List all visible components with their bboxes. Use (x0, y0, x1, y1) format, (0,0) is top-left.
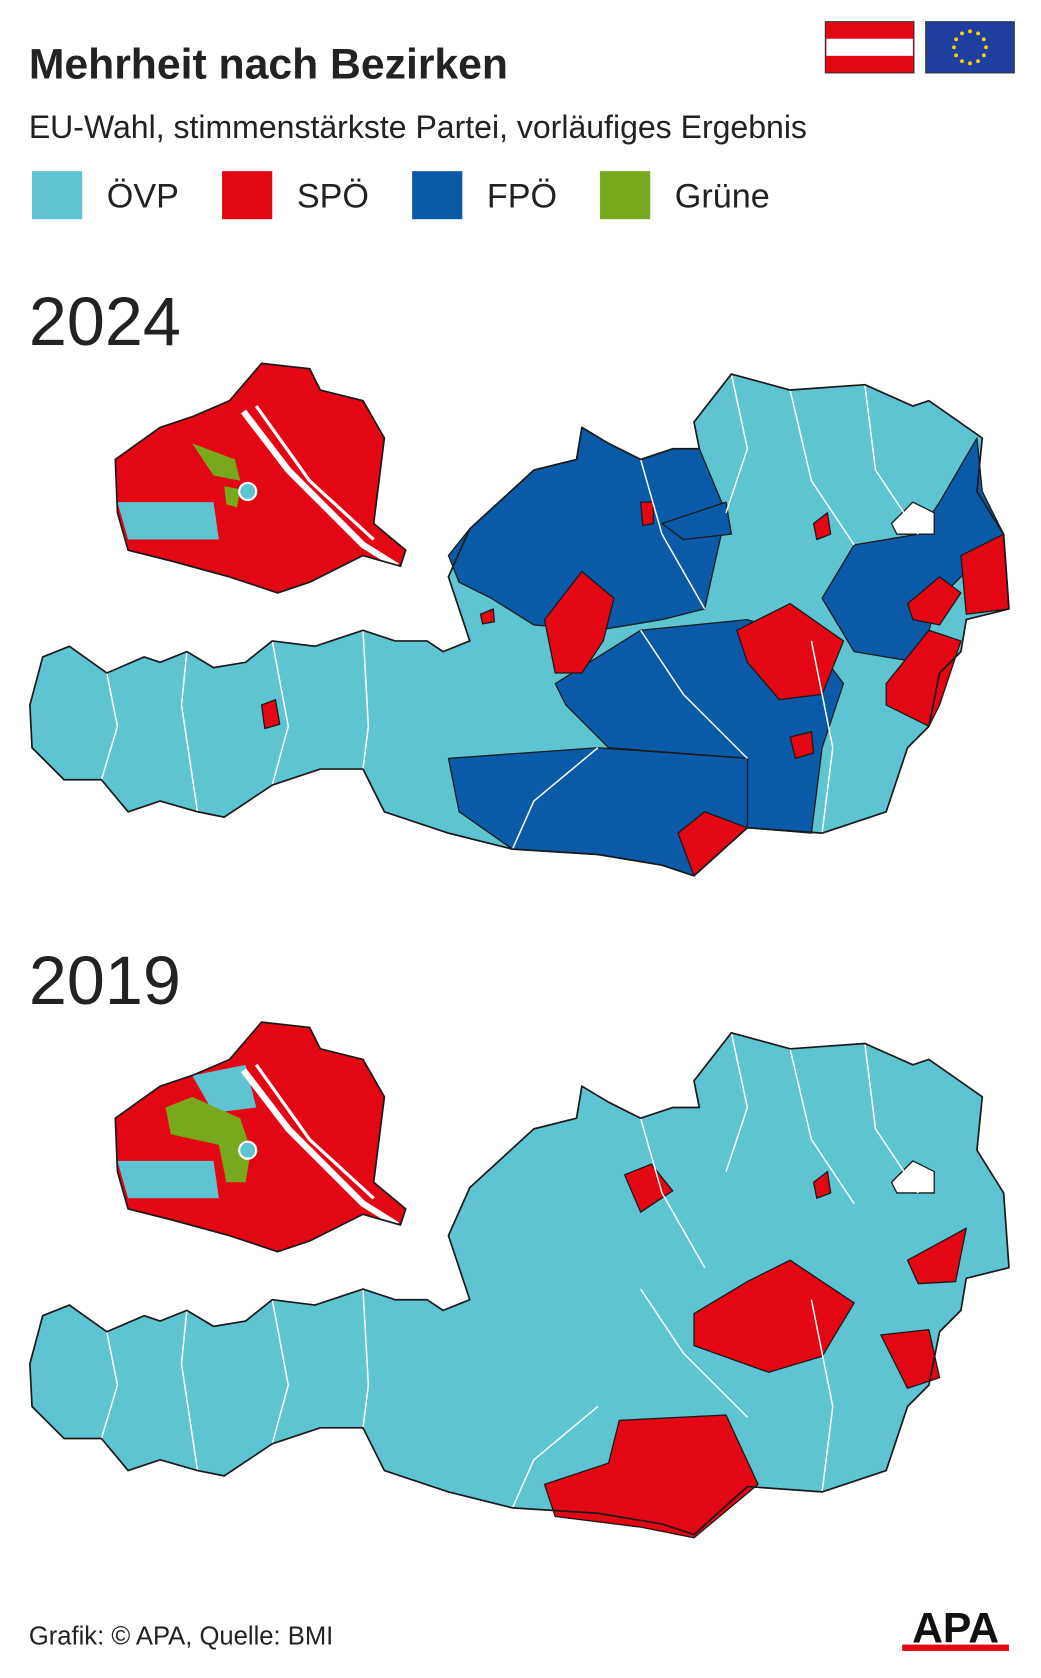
subtitle: EU-Wahl, stimmenstärkste Partei, vorläuf… (29, 109, 807, 145)
flag-eu (925, 21, 1015, 74)
legend-label: SPÖ (297, 177, 369, 215)
year-label: 2019 (29, 943, 181, 1019)
legend-label: ÖVP (107, 177, 179, 215)
logo: APA (902, 1604, 1009, 1652)
legend-swatch (600, 171, 651, 220)
flag-austria (824, 21, 915, 74)
map-2019 (29, 1021, 1010, 1539)
legend-swatch (412, 171, 463, 220)
year-label: 2024 (29, 284, 181, 360)
legend-swatch (32, 171, 83, 220)
logo-text: APA (912, 1604, 999, 1652)
legend-label: FPÖ (487, 177, 557, 215)
source: Grafik: © APA, Quelle: BMI (29, 1623, 333, 1651)
legend-swatch (222, 171, 273, 220)
legend: ÖVP SPÖ FPÖ Grüne (32, 171, 770, 220)
map-2024 (29, 362, 1010, 877)
legend-label: Grüne (675, 177, 770, 215)
title: Mehrheit nach Bezirken (29, 40, 508, 88)
